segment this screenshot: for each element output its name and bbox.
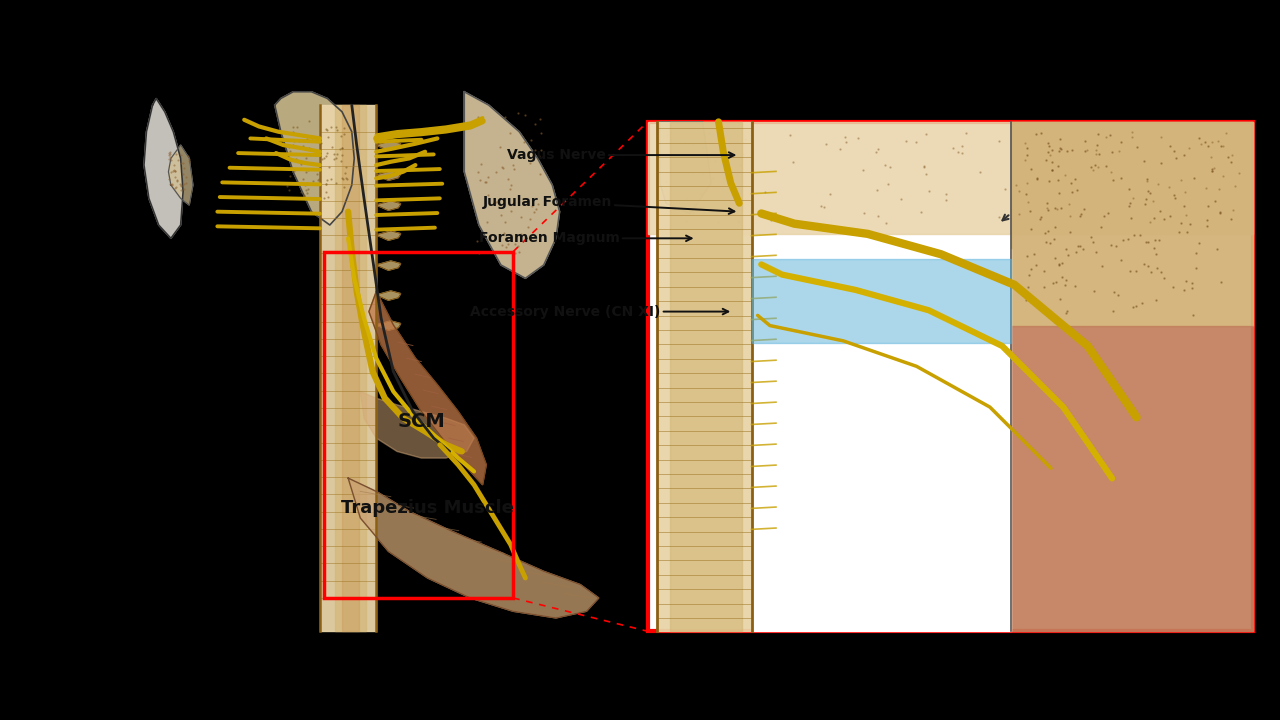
Polygon shape bbox=[465, 91, 559, 278]
Polygon shape bbox=[334, 105, 366, 631]
Polygon shape bbox=[376, 291, 401, 300]
Polygon shape bbox=[376, 201, 401, 210]
Polygon shape bbox=[658, 122, 751, 631]
Polygon shape bbox=[751, 249, 1011, 631]
Polygon shape bbox=[376, 231, 401, 240]
Polygon shape bbox=[376, 141, 401, 150]
Polygon shape bbox=[1011, 122, 1253, 631]
Polygon shape bbox=[169, 145, 193, 205]
Bar bbox=[648, 122, 1253, 631]
Polygon shape bbox=[1011, 122, 1253, 325]
Text: Trapezius Muscle: Trapezius Muscle bbox=[342, 499, 515, 517]
Polygon shape bbox=[660, 122, 712, 213]
Text: SCM: SCM bbox=[398, 412, 445, 431]
Bar bbox=[324, 251, 513, 598]
Polygon shape bbox=[376, 321, 401, 330]
Polygon shape bbox=[320, 105, 376, 631]
Polygon shape bbox=[751, 259, 1011, 343]
Polygon shape bbox=[342, 105, 360, 631]
Polygon shape bbox=[376, 171, 401, 181]
Polygon shape bbox=[143, 99, 183, 238]
Text: Foramen Magnum: Foramen Magnum bbox=[479, 231, 691, 246]
Polygon shape bbox=[669, 122, 741, 631]
Polygon shape bbox=[648, 122, 1253, 234]
Text: Accessory Nerve (CN XI): Accessory Nerve (CN XI) bbox=[470, 305, 728, 318]
Text: Vagus Nerve: Vagus Nerve bbox=[507, 148, 735, 162]
Polygon shape bbox=[1011, 325, 1253, 631]
Polygon shape bbox=[369, 292, 486, 485]
Polygon shape bbox=[361, 392, 474, 458]
Text: Jugular Foramen: Jugular Foramen bbox=[483, 194, 735, 214]
Polygon shape bbox=[348, 478, 599, 618]
Polygon shape bbox=[275, 91, 355, 225]
Polygon shape bbox=[376, 261, 401, 270]
